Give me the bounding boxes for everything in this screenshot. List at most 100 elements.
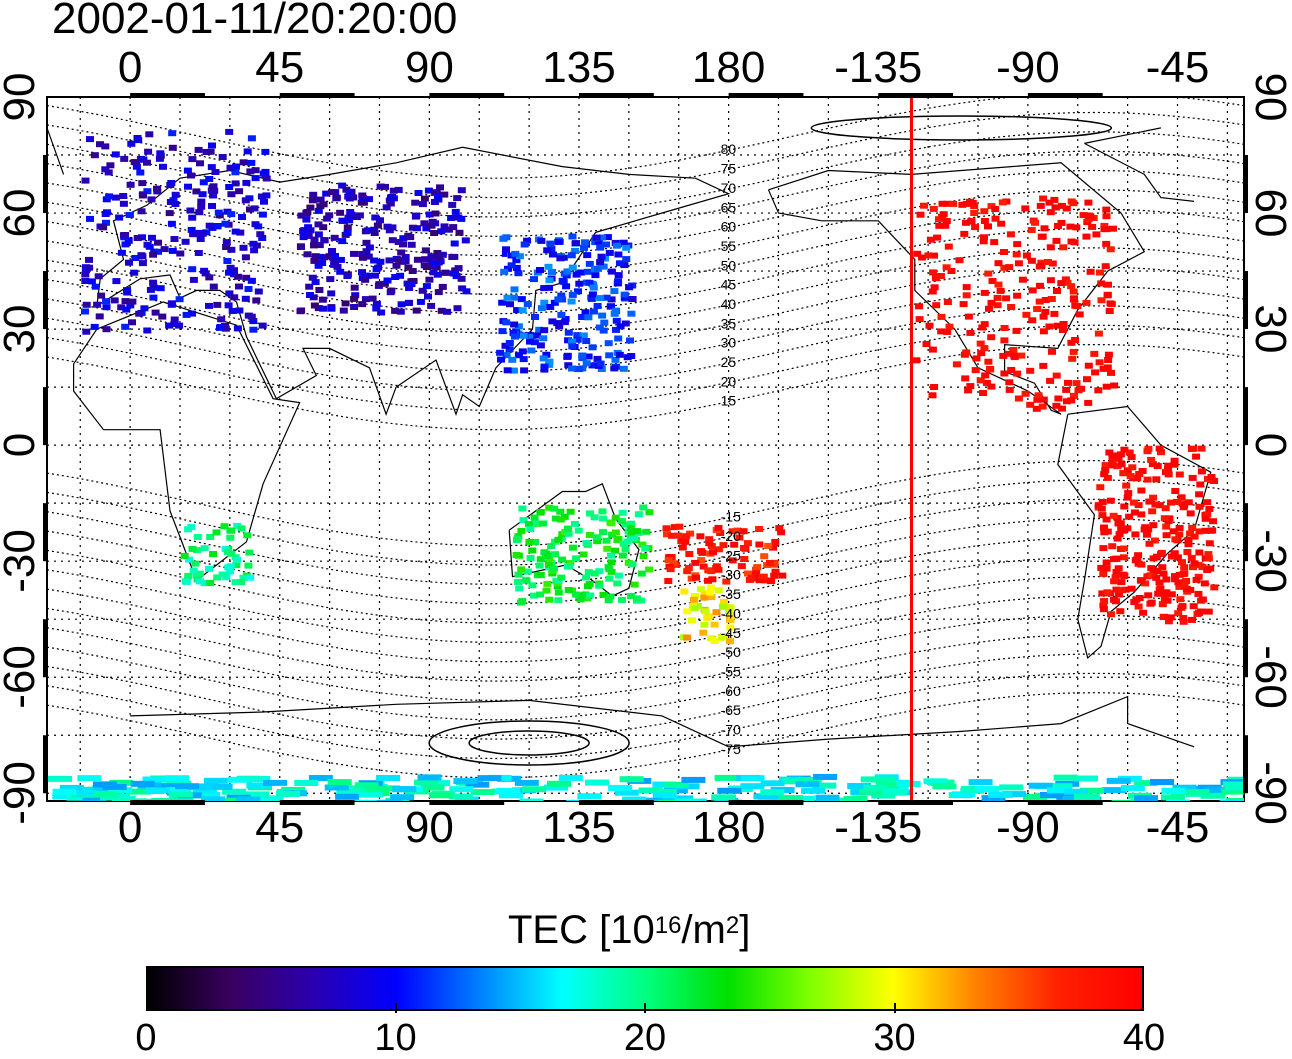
tec-point-europe bbox=[192, 188, 201, 195]
frame-bar-left bbox=[43, 735, 48, 794]
tec-point-europe bbox=[138, 260, 147, 267]
tec-point-south-america bbox=[1143, 476, 1152, 483]
tec-point-north-america bbox=[925, 322, 934, 329]
tec-point-north-america bbox=[980, 321, 989, 328]
tec-point-north-america bbox=[1033, 396, 1042, 403]
tec-point-east-asia bbox=[536, 342, 545, 349]
north-pole-contour bbox=[810, 115, 1113, 141]
tec-point-north-america bbox=[999, 352, 1008, 359]
tec-point-north-america bbox=[1037, 262, 1046, 269]
longitude-tick-label: 135 bbox=[542, 803, 616, 852]
tec-point-north-america bbox=[1014, 260, 1023, 267]
tec-point-europe bbox=[233, 325, 242, 332]
tec-point-north-america bbox=[987, 383, 996, 390]
tec-point-south-america bbox=[1099, 602, 1108, 609]
tec-point-central-asia bbox=[325, 253, 334, 260]
tec-point-central-asia bbox=[424, 293, 432, 300]
tec-point-antarctica bbox=[544, 784, 568, 791]
tec-point-north-america bbox=[1084, 399, 1093, 406]
tec-point-antarctica bbox=[717, 787, 742, 794]
tec-point-australia bbox=[554, 577, 563, 584]
tec-point-south-america bbox=[1162, 523, 1171, 530]
tec-point-australia bbox=[611, 529, 620, 536]
tec-point-europe bbox=[128, 319, 136, 326]
tec-point-africa-south bbox=[185, 556, 193, 563]
tec-point-australia bbox=[584, 569, 593, 576]
tec-point-south-america bbox=[1137, 577, 1145, 584]
tec-point-south-america bbox=[1175, 531, 1184, 538]
tec-point-south-america bbox=[1143, 448, 1152, 455]
tec-point-europe bbox=[249, 240, 258, 247]
tec-point-australia bbox=[564, 587, 573, 593]
tec-point-europe bbox=[101, 166, 110, 173]
tec-point-europe bbox=[258, 211, 267, 218]
tec-point-south-america bbox=[1186, 510, 1195, 517]
tec-point-central-asia bbox=[376, 258, 385, 265]
tec-point-antarctica bbox=[859, 788, 884, 795]
tec-point-east-asia bbox=[568, 233, 577, 240]
tec-point-europe bbox=[205, 176, 214, 182]
tec-point-central-asia bbox=[345, 217, 354, 224]
tec-point-east-asia bbox=[577, 269, 586, 276]
tec-point-east-asia bbox=[544, 263, 553, 270]
tec-point-australia bbox=[563, 525, 572, 532]
tec-point-pacific-south bbox=[662, 525, 671, 532]
tec-point-antarctica bbox=[60, 784, 84, 791]
tec-point-south-america bbox=[1159, 614, 1168, 620]
tec-point-australia bbox=[540, 549, 549, 556]
tec-point-antarctica bbox=[614, 789, 639, 796]
tec-point-east-asia bbox=[519, 356, 528, 363]
tec-point-antarctica bbox=[465, 781, 490, 788]
colorbar-tick-label: 20 bbox=[623, 1017, 667, 1059]
tec-point-antarctica bbox=[145, 787, 170, 794]
tec-point-central-asia bbox=[394, 186, 403, 193]
tec-point-central-asia bbox=[300, 227, 309, 234]
tec-point-east-asia bbox=[589, 308, 598, 315]
tec-point-europe bbox=[184, 183, 192, 190]
tec-point-east-asia bbox=[554, 238, 563, 245]
tec-point-europe bbox=[96, 141, 104, 148]
tec-point-north-america bbox=[1097, 297, 1106, 304]
contour-line bbox=[47, 653, 1244, 740]
tec-point-europe bbox=[102, 298, 111, 305]
tec-point-north-america bbox=[1067, 283, 1076, 290]
tec-point-europe bbox=[149, 251, 158, 258]
tec-point-central-asia bbox=[363, 272, 372, 279]
tec-point-antarctica bbox=[975, 786, 1000, 792]
tec-point-east-asia bbox=[599, 263, 608, 270]
tec-point-east-asia bbox=[568, 264, 577, 271]
tec-point-north-america bbox=[985, 305, 993, 312]
tec-point-central-asia bbox=[357, 199, 366, 206]
tec-point-central-asia bbox=[355, 212, 364, 219]
tec-point-south-america bbox=[1110, 596, 1118, 603]
tec-point-antarctica bbox=[192, 787, 217, 794]
tec-point-australia bbox=[515, 585, 524, 592]
tec-point-antarctica bbox=[1040, 792, 1064, 798]
tec-point-antarctica bbox=[420, 784, 445, 791]
tec-point-south-america bbox=[1144, 592, 1153, 599]
tec-point-europe bbox=[241, 295, 250, 302]
tec-point-central-asia bbox=[325, 212, 334, 219]
tec-point-europe bbox=[133, 135, 142, 141]
tec-point-australia bbox=[524, 521, 533, 528]
tec-point-south-america bbox=[1094, 502, 1103, 509]
tec-point-pacific-south bbox=[670, 524, 679, 531]
tec-point-south-america bbox=[1152, 553, 1161, 560]
tec-point-east-asia bbox=[605, 352, 614, 359]
tec-point-europe bbox=[121, 241, 130, 248]
tec-point-europe bbox=[102, 326, 111, 333]
tec-point-south-america bbox=[1134, 552, 1143, 559]
tec-point-australia bbox=[514, 571, 523, 578]
tec-point-north-america bbox=[962, 284, 971, 291]
tec-point-south-america bbox=[1166, 614, 1175, 621]
contour-line bbox=[47, 614, 1244, 702]
tec-point-east-asia bbox=[605, 249, 614, 256]
tec-point-australia bbox=[528, 582, 537, 589]
tec-point-central-asia bbox=[455, 229, 464, 236]
tec-point-north-america bbox=[1053, 322, 1062, 329]
tec-point-east-asia bbox=[506, 301, 514, 308]
tec-point-europe bbox=[132, 163, 141, 170]
tec-point-north-america bbox=[1036, 202, 1045, 209]
tec-point-antarctica bbox=[122, 798, 147, 801]
tec-point-north-america bbox=[1069, 200, 1078, 207]
